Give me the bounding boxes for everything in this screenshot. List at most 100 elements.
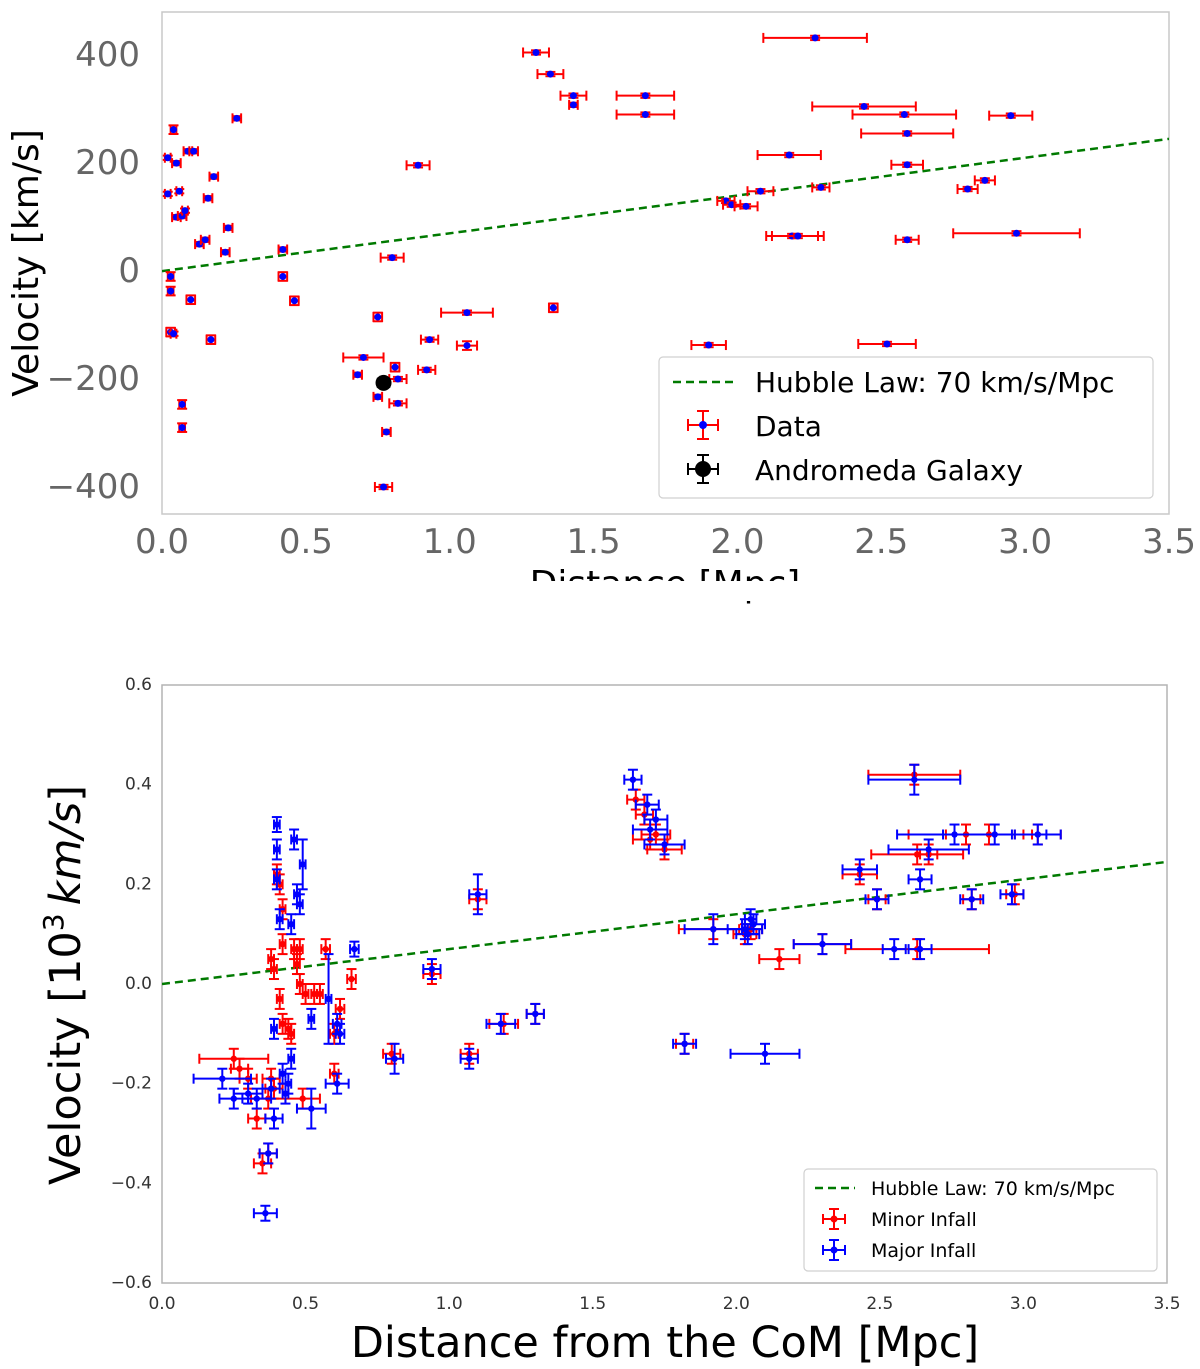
data-point bbox=[559, 90, 588, 101]
data-point bbox=[289, 828, 300, 851]
top-hubble-line bbox=[162, 137, 1169, 273]
data-point bbox=[988, 110, 1034, 121]
data-point bbox=[177, 399, 188, 410]
data-point bbox=[162, 188, 173, 199]
top-legend: Hubble Law: 70 km/s/Mpc Data Andro bbox=[658, 356, 1154, 499]
x-tick-label: 3.0 bbox=[1010, 1294, 1037, 1314]
data-point bbox=[188, 146, 199, 157]
data-point bbox=[252, 1204, 278, 1222]
data-point bbox=[956, 184, 979, 195]
data-point bbox=[643, 833, 686, 856]
x-tick-label: 0.0 bbox=[148, 1294, 175, 1314]
data-point bbox=[643, 808, 669, 831]
top-legend-data-label: Data bbox=[755, 410, 822, 443]
data-point bbox=[294, 893, 305, 916]
data-point bbox=[271, 838, 282, 861]
data-point bbox=[623, 768, 643, 791]
data-point bbox=[417, 364, 437, 375]
data-point bbox=[762, 32, 868, 43]
data-point bbox=[907, 868, 933, 891]
x-tick-label: 1.5 bbox=[579, 1294, 606, 1314]
data-point bbox=[860, 128, 955, 139]
data-point bbox=[851, 109, 958, 120]
data-point bbox=[907, 938, 933, 961]
bottom-legend-minor-swatch bbox=[822, 1208, 846, 1230]
bottom-legend-hubble-label: Hubble Law: 70 km/s/Mpc bbox=[871, 1178, 1115, 1200]
data-point bbox=[388, 374, 408, 385]
data-point bbox=[349, 940, 360, 958]
data-point bbox=[231, 113, 243, 124]
bottom-x-ticks: 0.0 0.5 1.0 1.5 2.0 2.5 3.0 3.5 bbox=[148, 1294, 1180, 1314]
data-point bbox=[522, 47, 550, 58]
data-point bbox=[811, 182, 831, 193]
data-point bbox=[615, 90, 676, 101]
data-point bbox=[959, 888, 985, 911]
data-point bbox=[733, 201, 759, 212]
data-point bbox=[324, 1072, 350, 1095]
data-point bbox=[536, 69, 565, 80]
top-legend-data-swatch bbox=[687, 410, 719, 440]
y-tick-label: 400 bbox=[75, 35, 140, 75]
x-tick-label: 3.5 bbox=[1153, 1294, 1180, 1314]
data-point bbox=[881, 938, 907, 961]
x-tick-label: 2.0 bbox=[710, 522, 764, 562]
y-tick-label: 0 bbox=[118, 251, 140, 291]
data-point bbox=[165, 271, 176, 282]
data-point bbox=[342, 352, 385, 363]
data-point bbox=[261, 1077, 281, 1100]
data-point bbox=[264, 1107, 284, 1130]
data-point bbox=[890, 159, 925, 170]
data-point bbox=[208, 171, 220, 182]
data-point bbox=[459, 1047, 479, 1070]
data-point bbox=[289, 295, 300, 307]
x-tick-label: 0.0 bbox=[135, 522, 189, 562]
data-point bbox=[222, 222, 234, 233]
data-point bbox=[320, 938, 331, 961]
y-tick-label: 0.2 bbox=[125, 874, 152, 894]
bottom-x-axis-label: Distance from the CoM [Mpc] bbox=[351, 1318, 979, 1368]
data-point bbox=[334, 1022, 346, 1045]
data-point bbox=[199, 234, 211, 245]
data-point bbox=[274, 987, 285, 1010]
data-point bbox=[485, 1012, 517, 1035]
data-point bbox=[382, 1042, 402, 1065]
bottom-legend-major-swatch bbox=[822, 1239, 846, 1261]
data-point bbox=[1013, 823, 1062, 846]
data-point bbox=[219, 247, 231, 258]
bottom-legend-major-label: Major Infall bbox=[871, 1240, 976, 1262]
x-tick-label: 0.5 bbox=[292, 1294, 319, 1314]
data-point bbox=[867, 763, 962, 796]
data-point bbox=[525, 1002, 545, 1025]
data-point bbox=[168, 124, 179, 135]
y-tick-label: −0.2 bbox=[111, 1074, 152, 1094]
data-point bbox=[300, 983, 311, 1005]
data-point bbox=[568, 99, 579, 110]
data-point bbox=[690, 340, 727, 351]
data-point bbox=[741, 913, 766, 936]
data-point bbox=[388, 398, 408, 409]
data-point bbox=[468, 873, 488, 916]
x-tick-label: 1.0 bbox=[423, 522, 477, 562]
data-point bbox=[286, 1047, 297, 1070]
data-point bbox=[770, 231, 825, 242]
bottom-chart: 0.0 0.5 1.0 1.5 2.0 2.5 3.0 3.5 −0.6 −0.4 −0.2 0.0… bbox=[37, 675, 1181, 1368]
bottom-y-ticks: −0.6 −0.4 −0.2 0.0 0.2 0.4 0.6 bbox=[111, 675, 152, 1293]
data-point bbox=[615, 109, 676, 120]
data-point bbox=[894, 234, 920, 245]
x-tick-label: 0.5 bbox=[279, 522, 333, 562]
data-point bbox=[185, 294, 197, 306]
x-tick-label: 2.5 bbox=[866, 1294, 893, 1314]
data-point bbox=[177, 422, 188, 433]
data-point bbox=[547, 302, 559, 314]
data-point bbox=[202, 193, 214, 204]
data-point bbox=[286, 1022, 297, 1045]
data-point bbox=[271, 868, 282, 891]
data-point bbox=[952, 228, 1081, 239]
data-point bbox=[756, 150, 822, 161]
y-tick-label: 0.6 bbox=[125, 675, 152, 695]
data-point bbox=[291, 953, 302, 976]
data-point bbox=[283, 1072, 294, 1095]
data-point bbox=[419, 334, 440, 345]
data-point bbox=[174, 186, 185, 197]
